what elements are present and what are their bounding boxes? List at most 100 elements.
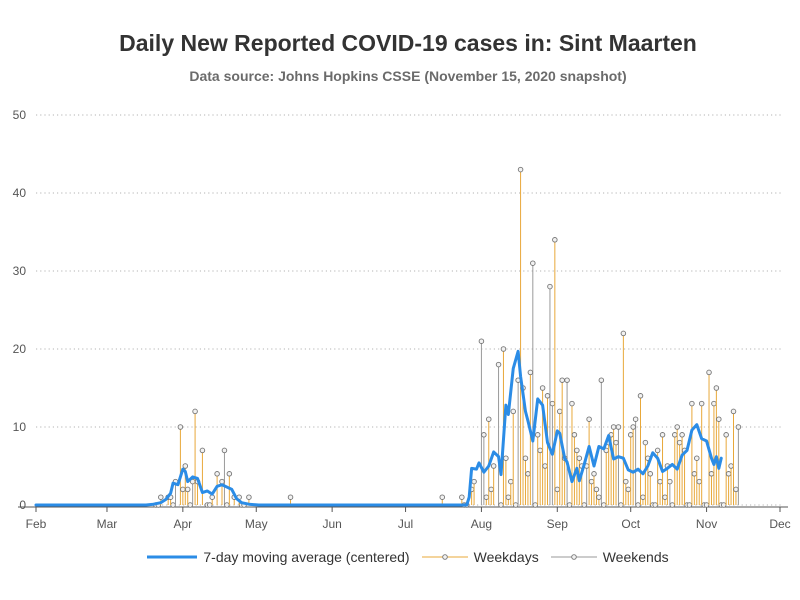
weekend-point-marker — [564, 377, 570, 383]
weekend-point-marker — [601, 502, 607, 508]
weekend-point-marker — [618, 502, 624, 508]
weekday-point-marker — [483, 494, 490, 500]
weekday-point-marker — [647, 471, 654, 477]
y-tick-label-10: 10 — [13, 420, 27, 434]
chart-legend: 7-day moving average (centered) Weekdays… — [0, 549, 800, 565]
weekday-point-marker — [637, 393, 644, 399]
weekday-point-marker — [571, 432, 578, 438]
weekday-point-marker — [517, 166, 524, 173]
weekday-point-marker — [486, 416, 492, 422]
x-tick-label-feb: Feb — [26, 517, 47, 531]
weekday-point-marker — [182, 463, 189, 469]
weekday-point-marker — [674, 424, 680, 430]
weekend-point-marker — [652, 502, 658, 508]
legend-item-weekends: Weekends — [550, 549, 669, 565]
weekend-point-marker — [478, 338, 485, 344]
weekend-point-marker — [224, 502, 230, 508]
weekday-point-marker — [698, 400, 705, 407]
legend-label-weekdays: Weekdays — [473, 549, 539, 565]
weekday-point-marker — [627, 432, 634, 438]
y-tick-label-50: 50 — [13, 108, 27, 122]
weekday-point-marker — [691, 471, 698, 477]
weekday-point-marker — [733, 486, 739, 493]
weekday-point-marker — [505, 494, 512, 500]
weekend-point-marker — [547, 283, 553, 290]
legend-swatch-moving-average — [147, 555, 198, 559]
weekday-point-marker — [534, 432, 541, 438]
weekday-point-marker — [539, 385, 546, 391]
weekday-point-marker — [552, 237, 558, 243]
weekday-point-marker — [542, 463, 548, 469]
legend-item-moving-average: 7-day moving average (centered) — [147, 549, 410, 565]
weekday-point-marker — [679, 432, 685, 438]
weekday-point-marker — [192, 408, 198, 415]
weekday-point-marker — [503, 455, 509, 461]
weekday-point-marker — [522, 455, 529, 461]
x-tick-label-apr: Apr — [173, 517, 192, 531]
weekend-point-marker — [581, 502, 587, 508]
weekday-point-marker — [728, 463, 734, 469]
y-tick-label-40: 40 — [13, 186, 27, 200]
weekend-point-marker — [720, 502, 727, 508]
weekday-point-marker — [246, 494, 252, 500]
x-tick-label-aug: Aug — [471, 517, 492, 531]
weekday-point-marker — [219, 478, 225, 485]
weekday-point-marker — [716, 416, 722, 422]
weekday-point-marker — [537, 447, 543, 454]
weekend-point-marker — [221, 447, 228, 454]
weekend-point-marker — [187, 502, 193, 508]
weekday-point-marker — [576, 455, 583, 461]
axes: 0 10 20 30 40 50 Feb Mar Apr May Jun Jul Aug Sep Oct No… — [13, 108, 791, 531]
weekday-point-marker — [642, 439, 649, 446]
x-tick-label-sep: Sep — [547, 517, 569, 531]
weekday-point-marker — [158, 494, 164, 500]
weekday-point-marker — [527, 369, 534, 376]
weekday-point-marker — [623, 478, 629, 485]
weekend-point-marker — [735, 424, 742, 430]
weekday-point-marker — [657, 478, 663, 485]
legend-label-moving-average: 7-day moving average (centered) — [203, 549, 410, 565]
weekday-point-marker — [488, 486, 494, 493]
weekday-point-marker — [640, 494, 646, 500]
weekday-point-marker — [708, 471, 715, 477]
weekday-point-marker — [544, 393, 551, 399]
weekend-point-marker — [669, 502, 676, 508]
weekend-point-marker — [512, 502, 519, 508]
x-tick-label-mar: Mar — [97, 517, 118, 531]
weekday-point-marker — [596, 494, 602, 500]
x-tick-label-jul: Jul — [398, 517, 413, 531]
weekday-point-marker — [659, 432, 666, 438]
weekdays-series — [158, 166, 739, 505]
x-tick-label-dec: Dec — [769, 517, 790, 531]
weekend-point-marker — [495, 361, 502, 368]
weekday-point-marker — [586, 416, 592, 422]
weekday-point-marker — [177, 424, 184, 430]
weekday-point-marker — [559, 377, 565, 383]
weekday-point-marker — [471, 478, 477, 485]
weekday-point-marker — [209, 494, 215, 500]
weekday-point-marker — [490, 463, 497, 469]
legend-item-weekdays: Weekdays — [421, 549, 539, 565]
weekday-point-marker — [610, 424, 617, 430]
weekday-point-marker — [711, 400, 717, 407]
x-tick-label-jun: Jun — [322, 517, 341, 531]
weekday-point-marker — [672, 432, 678, 438]
weekday-point-marker — [654, 447, 661, 454]
x-tick-label-nov: Nov — [696, 517, 717, 531]
weekend-point-marker — [686, 502, 693, 508]
weekend-point-marker — [667, 478, 673, 485]
weekday-point-marker — [459, 494, 465, 500]
weekday-point-marker — [689, 400, 695, 407]
weekends-series — [153, 260, 742, 508]
weekend-point-marker — [207, 502, 213, 508]
chart-subtitle: Data source: Johns Hopkins CSSE (Novembe… — [189, 68, 627, 84]
weekend-point-marker — [598, 377, 605, 383]
weekend-point-marker — [615, 424, 622, 430]
legend-swatch-weekdays — [421, 554, 468, 560]
weekend-point-marker — [632, 416, 639, 422]
weekday-point-marker — [593, 486, 600, 493]
weekday-point-marker — [676, 439, 683, 446]
weekday-point-marker — [574, 447, 580, 454]
weekday-point-marker — [696, 478, 702, 485]
weekend-point-marker — [481, 432, 487, 438]
